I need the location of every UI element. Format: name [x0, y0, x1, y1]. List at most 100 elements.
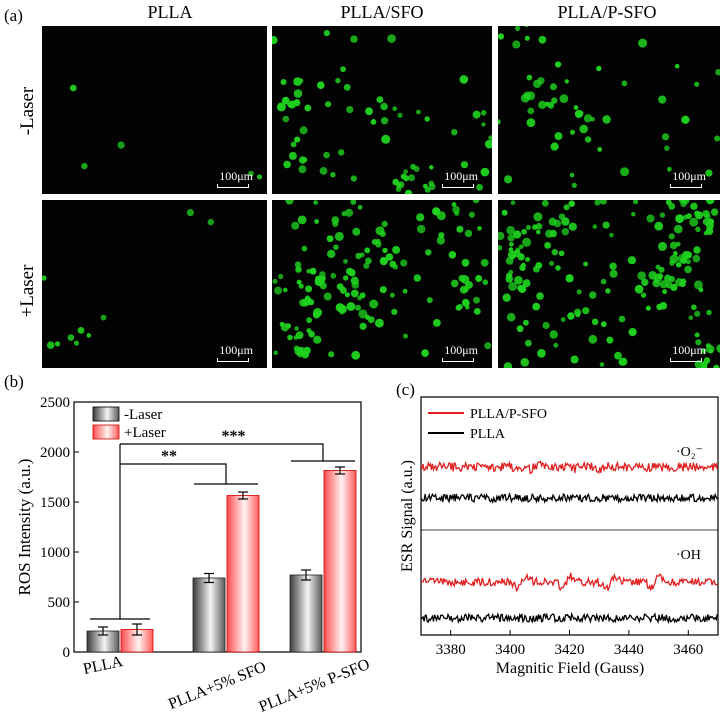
fluorescent-cell	[429, 165, 434, 170]
fluorescent-cell	[54, 341, 61, 347]
fluorescent-cell	[692, 254, 701, 263]
fluorescent-cell	[637, 271, 646, 280]
fluorescent-cell	[291, 221, 300, 230]
fluorescent-cell	[536, 292, 544, 300]
fluorescent-cell	[344, 292, 350, 298]
fluorescent-cell	[416, 224, 426, 234]
fluorescent-cell	[450, 279, 459, 288]
fluorescent-cell	[299, 298, 307, 307]
fluorescent-cell	[602, 221, 610, 229]
fluorescent-cell	[456, 225, 464, 233]
fluorescent-cell	[520, 262, 526, 268]
fluorescent-cell	[508, 247, 514, 253]
fluorescent-cell	[538, 100, 547, 109]
fluorescent-cell	[701, 361, 708, 368]
x-tick-label: 3460	[673, 642, 703, 658]
fluorescent-cell	[293, 89, 303, 98]
fluorescent-cell	[392, 178, 399, 186]
bar-minus-laser	[192, 577, 226, 653]
fluorescent-cell	[515, 247, 521, 253]
fluorescent-cell	[579, 124, 588, 134]
fluorescent-cell	[669, 241, 678, 250]
fluorescent-cell	[348, 269, 356, 277]
fluorescent-cell	[285, 323, 292, 329]
plot-frame	[420, 396, 719, 636]
fluorescent-cell	[569, 172, 575, 178]
fluorescent-cell	[424, 116, 430, 122]
fluorescent-cell	[621, 80, 628, 87]
fluorescent-cell	[308, 299, 315, 306]
fluorescent-cell	[567, 312, 575, 320]
fluorescent-cell	[693, 246, 701, 254]
fluorescent-cell	[273, 350, 278, 355]
fluorescent-cell	[488, 135, 492, 141]
fluorescent-cell	[680, 278, 687, 285]
fluorescent-cell	[451, 129, 458, 136]
fluorescent-cell	[640, 292, 647, 298]
fluorescent-cell	[460, 161, 469, 169]
spectrum-superoxide-plla-psfo	[420, 460, 718, 475]
fluorescent-cell	[527, 107, 535, 115]
fluorescent-cell	[677, 254, 687, 263]
fluorescent-cell	[549, 229, 557, 238]
row-title-minus-laser: -Laser	[17, 86, 38, 136]
fluorescent-cell	[319, 167, 328, 175]
fluorescent-cell	[403, 333, 408, 339]
fluorescent-cell	[294, 326, 299, 331]
fluorescent-cell	[464, 229, 473, 238]
fluorescent-cell	[283, 287, 288, 293]
fluorescent-cell	[619, 357, 628, 366]
legend: -Laser +Laser	[92, 406, 166, 441]
fluorescent-cell	[340, 66, 346, 73]
y-tick-label: 2500	[40, 395, 70, 411]
fluorescent-cell	[654, 221, 664, 231]
fluorescent-cell	[514, 275, 523, 285]
fluorescent-cell	[278, 273, 284, 280]
fluorescent-cell	[272, 278, 278, 284]
micrograph-plla-sfo-minus-laser: 100μm	[272, 26, 492, 194]
fluorescent-cell	[498, 119, 501, 125]
fluorescent-cell	[703, 231, 709, 236]
fluorescent-cell	[645, 305, 651, 311]
fluorescent-cell	[676, 262, 682, 268]
fluorescent-cell	[674, 224, 683, 234]
fluorescent-cell	[297, 346, 306, 356]
spectrum-superoxide-plla	[420, 491, 718, 505]
fluorescent-cell	[351, 281, 360, 289]
fluorescent-cell	[287, 334, 293, 341]
bar-plus-laser	[323, 470, 357, 653]
scale-bar-label: 100μm	[672, 169, 706, 183]
fluorescent-cell	[387, 34, 396, 43]
fluorescent-cell	[716, 344, 720, 353]
fluorescent-cell	[536, 229, 541, 235]
fluorescent-cell	[455, 304, 462, 311]
fluorescent-cell	[506, 226, 515, 235]
fluorescent-cell	[695, 339, 702, 346]
fluorescent-cell	[461, 258, 470, 267]
fluorescent-cell	[482, 279, 489, 285]
fluorescent-cell	[376, 96, 384, 103]
fluorescent-cell	[379, 257, 388, 266]
fluorescent-cell	[522, 319, 529, 326]
fluorescent-cell	[207, 218, 214, 226]
fluorescent-cell	[403, 175, 410, 182]
fluorescent-cell	[472, 110, 481, 119]
fluorescent-cell	[379, 286, 387, 294]
fluorescent-cell	[658, 266, 665, 273]
x-axis-label: Magnitic Field (Gauss)	[496, 660, 644, 677]
fluorescent-cell	[458, 274, 466, 282]
fluorescent-cell	[590, 117, 595, 122]
fluorescent-cell	[532, 224, 538, 230]
scale-bar-label: 100μm	[219, 169, 253, 183]
fluorescent-cell	[570, 355, 579, 364]
legend-label-plla: PLLA	[470, 427, 506, 442]
fluorescent-cell	[306, 269, 311, 274]
x-tick-label: PLLA+5% P-SFO	[256, 656, 372, 716]
fluorescent-cell	[338, 149, 345, 156]
fluorescent-cell	[705, 200, 715, 205]
column-title-plla: PLLA	[147, 2, 193, 22]
fluorescent-cell	[570, 129, 575, 135]
fluorescent-cell	[369, 299, 379, 309]
fluorescent-cell	[524, 26, 529, 28]
fluorescent-cell	[554, 132, 563, 141]
